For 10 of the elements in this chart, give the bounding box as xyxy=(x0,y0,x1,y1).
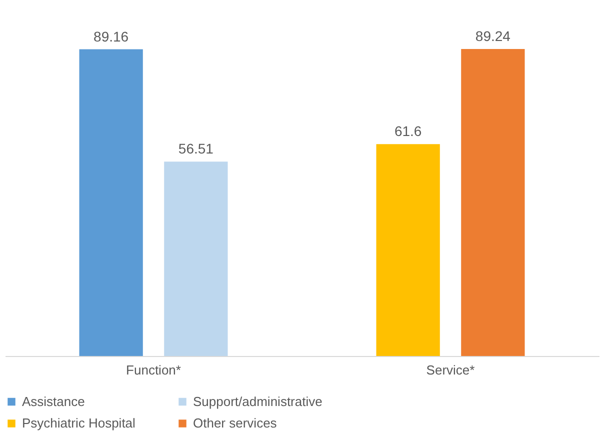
x-tick-label: Function* xyxy=(126,362,181,378)
legend-label: Other services xyxy=(193,416,278,430)
x-tick-label: Service* xyxy=(426,362,475,378)
data-label: 61.6 xyxy=(394,123,422,140)
legend-label: Psychiatric Hospital xyxy=(22,416,136,430)
data-label: 89.16 xyxy=(94,28,129,44)
data-label: 56.51 xyxy=(178,140,214,157)
legend-label: Support/administrative xyxy=(193,394,322,409)
legend-label: Assistance xyxy=(22,394,85,409)
data-label: 89.24 xyxy=(475,28,511,44)
